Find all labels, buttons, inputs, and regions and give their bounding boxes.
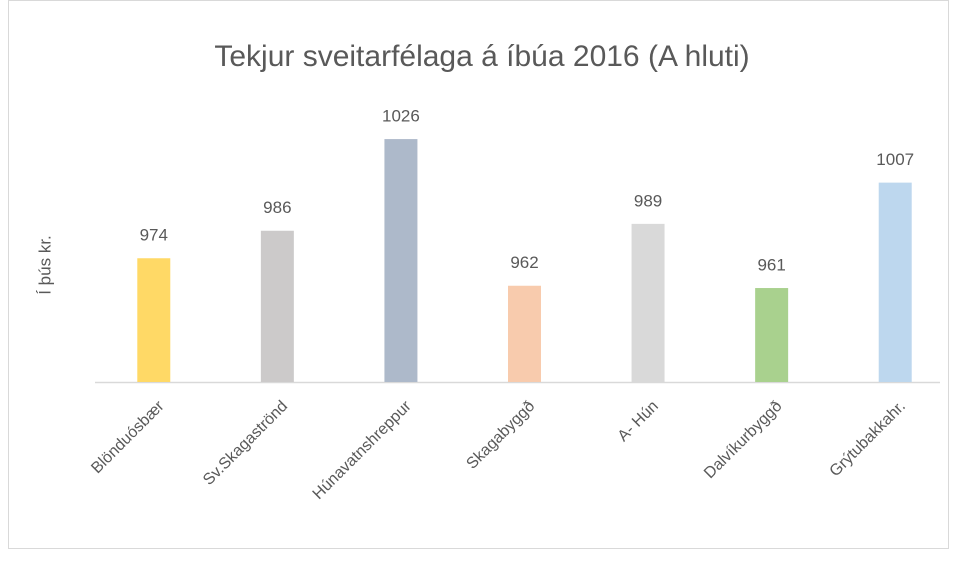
bar — [631, 223, 665, 382]
chart-title: Tekjur sveitarfélaga á íbúa 2016 (A hlut… — [214, 40, 749, 73]
data-label: 962 — [510, 253, 538, 272]
bar — [260, 230, 294, 382]
data-label: 1007 — [876, 150, 914, 169]
bar — [508, 285, 541, 382]
bar — [137, 258, 171, 382]
data-label: 1026 — [382, 107, 420, 126]
data-label: 986 — [263, 198, 291, 217]
bar — [384, 139, 418, 382]
y-axis-label: Í þús kr. — [35, 235, 54, 295]
data-label: 961 — [757, 256, 785, 275]
data-label: 989 — [634, 191, 662, 210]
data-label: 974 — [140, 226, 168, 245]
bar — [755, 288, 789, 382]
bar — [878, 182, 912, 382]
